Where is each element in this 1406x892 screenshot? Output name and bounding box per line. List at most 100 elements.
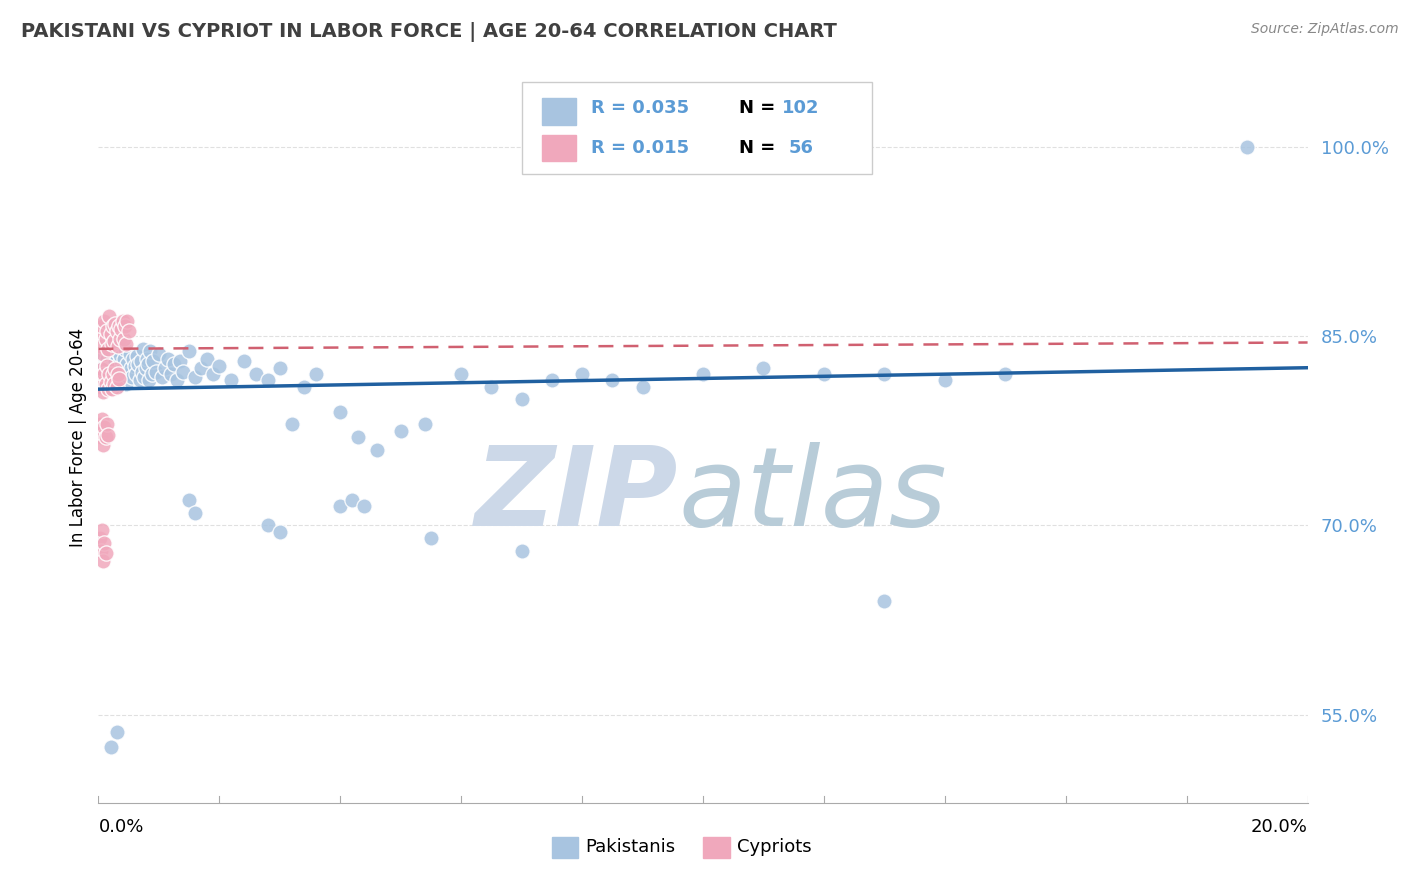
Point — [120, 360, 142, 375]
Point — [93, 420, 115, 434]
Point — [602, 373, 624, 387]
Point — [873, 367, 896, 381]
Point — [510, 543, 533, 558]
Point — [103, 377, 125, 392]
Point — [692, 367, 714, 381]
Point — [139, 344, 162, 359]
Point — [413, 417, 436, 432]
Point — [111, 314, 134, 328]
Bar — [543, 98, 576, 125]
Point — [105, 324, 128, 338]
Point — [179, 344, 201, 359]
Y-axis label: In Labor Force | Age 20-64: In Labor Force | Age 20-64 — [69, 327, 87, 547]
Point — [292, 379, 315, 393]
Point — [389, 424, 412, 438]
Point — [138, 373, 160, 387]
Point — [131, 364, 153, 378]
Point — [90, 430, 112, 444]
Point — [221, 373, 243, 387]
Point — [107, 367, 129, 381]
Point — [96, 351, 118, 366]
Point — [179, 493, 201, 508]
Point — [107, 367, 129, 381]
Point — [112, 351, 135, 366]
Text: PAKISTANI VS CYPRIOT IN LABOR FORCE | AGE 20-64 CORRELATION CHART: PAKISTANI VS CYPRIOT IN LABOR FORCE | AG… — [21, 22, 837, 42]
Point — [118, 367, 141, 381]
Point — [104, 354, 127, 368]
Point — [97, 342, 120, 356]
Point — [97, 427, 120, 442]
Point — [91, 367, 114, 381]
Point — [115, 336, 138, 351]
Point — [169, 354, 191, 368]
Point — [89, 329, 111, 343]
Point — [232, 354, 254, 368]
Point — [269, 524, 291, 539]
Text: 56: 56 — [789, 139, 814, 157]
Point — [160, 367, 183, 381]
Point — [281, 417, 304, 432]
Point — [94, 369, 117, 384]
Point — [93, 536, 115, 550]
Point — [145, 364, 167, 378]
Point — [93, 367, 115, 381]
Point — [481, 379, 503, 393]
Point — [91, 437, 114, 451]
Point — [142, 354, 165, 368]
Point — [141, 367, 163, 381]
Point — [93, 359, 115, 374]
Point — [150, 369, 173, 384]
Point — [329, 405, 352, 419]
Point — [108, 357, 131, 371]
Point — [98, 309, 121, 323]
Point — [122, 351, 145, 366]
Point — [184, 369, 207, 384]
Point — [112, 332, 135, 346]
Point — [110, 369, 132, 384]
Text: R = 0.035: R = 0.035 — [591, 99, 689, 117]
Point — [873, 594, 896, 608]
Point — [1236, 140, 1258, 154]
Point — [105, 379, 128, 393]
Point — [132, 342, 155, 356]
Point — [450, 367, 472, 381]
Point — [127, 357, 149, 371]
Text: N =: N = — [740, 139, 776, 157]
Point — [91, 319, 114, 334]
Point — [135, 360, 157, 375]
Point — [108, 348, 131, 362]
Point — [98, 367, 121, 381]
Point — [184, 506, 207, 520]
Point — [101, 367, 124, 381]
Point — [934, 373, 956, 387]
Point — [100, 382, 122, 396]
Point — [100, 348, 122, 362]
Point — [245, 367, 267, 381]
Point — [100, 740, 122, 755]
Bar — [703, 838, 730, 858]
Point — [89, 531, 111, 545]
Point — [118, 347, 141, 361]
Text: Pakistanis: Pakistanis — [586, 838, 676, 856]
Point — [90, 543, 112, 558]
Point — [420, 531, 443, 545]
Point — [163, 357, 186, 371]
Point — [91, 347, 114, 361]
Point — [105, 725, 128, 739]
Point — [114, 319, 136, 334]
Point — [110, 321, 132, 335]
Point — [91, 554, 114, 568]
Point — [156, 351, 179, 366]
Point — [101, 339, 124, 353]
Text: 102: 102 — [782, 99, 820, 117]
Point — [540, 373, 562, 387]
Point — [118, 324, 141, 338]
Point — [125, 367, 148, 381]
Text: atlas: atlas — [679, 442, 948, 549]
Point — [91, 384, 114, 399]
Point — [135, 351, 157, 366]
Point — [90, 339, 112, 353]
Point — [103, 334, 125, 349]
Point — [104, 362, 127, 376]
Point — [89, 417, 111, 432]
